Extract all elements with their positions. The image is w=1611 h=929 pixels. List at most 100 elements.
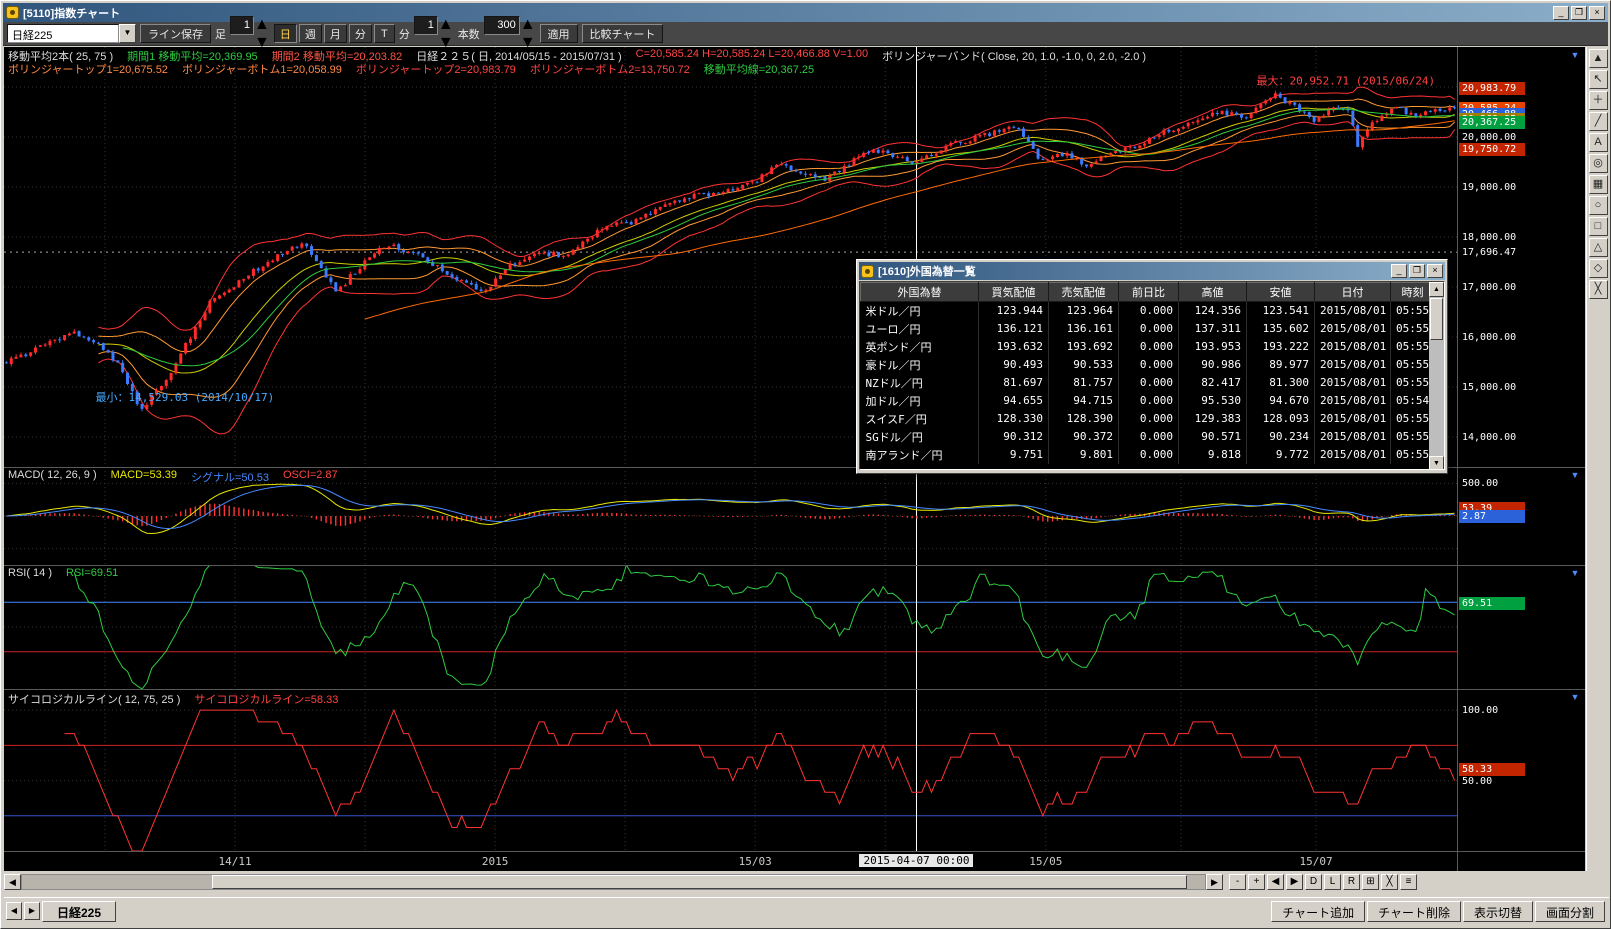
maximize-button[interactable]: ❐: [1571, 6, 1587, 20]
forex-scroll-up-button[interactable]: ▲: [1429, 282, 1444, 297]
forex-row[interactable]: NZドル／円81.69781.7570.00082.41781.3002015/…: [861, 374, 1435, 392]
forex-column-header[interactable]: 安値: [1247, 283, 1315, 302]
toggle-display-button[interactable]: 表示切替: [1463, 901, 1533, 922]
spin-up-icon[interactable]: ▲: [520, 16, 536, 34]
forex-cell: 05:55: [1391, 428, 1435, 446]
svg-text:最小：14,529.03 (2014/10/17): 最小：14,529.03 (2014/10/17): [96, 391, 275, 404]
forex-column-header[interactable]: 時刻: [1391, 283, 1435, 302]
forex-column-header[interactable]: 売気配値: [1049, 283, 1119, 302]
diamond-tool-icon[interactable]: ◇: [1589, 259, 1608, 278]
period-button-月[interactable]: 月: [324, 24, 347, 43]
panel-collapse-button[interactable]: ▼: [1568, 469, 1582, 481]
maximize-button[interactable]: ❐: [1409, 264, 1425, 278]
chart-panel-macd[interactable]: MACD( 12, 26, 9 )MACD=53.39シグナル=50.53OSC…: [4, 467, 1457, 565]
forex-column-header[interactable]: 前日比: [1119, 283, 1179, 302]
circle-tool-icon[interactable]: ○: [1589, 196, 1608, 215]
forex-column-header[interactable]: 買気配値: [979, 283, 1049, 302]
forex-row[interactable]: 英ポンド／円193.632193.6920.000193.953193.2222…: [861, 338, 1435, 356]
close-button[interactable]: ×: [1427, 264, 1443, 278]
grid-icon[interactable]: ▦: [1589, 175, 1608, 194]
panel-divider[interactable]: [4, 689, 1585, 690]
forex-window[interactable]: [1610]外国為替一覧 _❐× 外国為替買気配値売気配値前日比高値安値日付時刻…: [856, 259, 1448, 474]
panel-divider[interactable]: [4, 565, 1585, 566]
tab-prev-button[interactable]: ◀: [6, 902, 22, 920]
close-panel-button[interactable]: ╳: [1381, 874, 1398, 890]
chart-panel-psych[interactable]: サイコロジカルライン( 12, 75, 25 )サイコロジカルライン=58.33: [4, 689, 1457, 851]
scrollbar-thumb[interactable]: [212, 875, 1187, 889]
panel-collapse-button[interactable]: ▼: [1568, 567, 1582, 579]
forex-row[interactable]: 米ドル／円123.944123.9640.000124.356123.54120…: [861, 302, 1435, 320]
forex-scrollbar[interactable]: ▲ ▼: [1429, 282, 1444, 470]
spin-up-icon[interactable]: ▲: [254, 16, 270, 34]
scroll-up-icon[interactable]: ▲: [1589, 49, 1608, 68]
cursor-icon[interactable]: ↖: [1589, 70, 1608, 89]
panel-psych-canvas[interactable]: [4, 689, 1457, 851]
triangle-tool-icon[interactable]: △: [1589, 238, 1608, 257]
mode-d-button[interactable]: D: [1305, 874, 1322, 890]
mode-l-button[interactable]: L: [1324, 874, 1341, 890]
alert-icon[interactable]: ◎: [1589, 154, 1608, 173]
text-tool-icon[interactable]: A: [1589, 133, 1608, 152]
zoom-in-button[interactable]: +: [1248, 874, 1265, 890]
bars-value[interactable]: 300: [484, 16, 520, 35]
zoom-out-button[interactable]: -: [1229, 874, 1246, 890]
delete-chart-button[interactable]: チャート削除: [1367, 901, 1461, 922]
symbol-select[interactable]: 日経225 ▼: [7, 24, 136, 43]
forex-row[interactable]: 豪ドル／円90.49390.5330.00090.98689.9772015/0…: [861, 356, 1435, 374]
forex-scrollbar-thumb[interactable]: [1430, 298, 1443, 340]
spin-up-icon[interactable]: ▲: [438, 16, 454, 34]
period-button-T[interactable]: T: [374, 24, 395, 43]
panel-collapse-button[interactable]: ▼: [1568, 49, 1582, 61]
tab-nikkei225[interactable]: 日経225: [42, 901, 116, 922]
forex-row[interactable]: ユーロ／円136.121136.1610.000137.311135.60220…: [861, 320, 1435, 338]
ashi-value[interactable]: 1: [230, 16, 254, 35]
forex-column-header[interactable]: 日付: [1315, 283, 1391, 302]
forex-pair-name: 加ドル／円: [861, 392, 979, 410]
crosshair-icon[interactable]: ＋: [1589, 91, 1608, 110]
chevron-down-icon[interactable]: ▼: [119, 24, 136, 43]
forex-title-bar[interactable]: [1610]外国為替一覧 _❐×: [859, 262, 1445, 280]
forex-row[interactable]: 加ドル／円94.65594.7150.00095.53094.6702015/0…: [861, 392, 1435, 410]
mode-r-button[interactable]: R: [1343, 874, 1360, 890]
trendline-icon[interactable]: ╱: [1589, 112, 1608, 131]
add-chart-button[interactable]: チャート追加: [1271, 901, 1365, 922]
apply-button[interactable]: 適用: [540, 24, 578, 43]
split-screen-button[interactable]: 画面分割: [1535, 901, 1605, 922]
forex-row[interactable]: SGドル／円90.31290.3720.00090.57190.2342015/…: [861, 428, 1435, 446]
line-save-button[interactable]: ライン保存: [140, 24, 211, 43]
minimize-button[interactable]: _: [1391, 264, 1407, 278]
period-button-分[interactable]: 分: [349, 24, 372, 43]
step-left-button[interactable]: ◀: [1267, 874, 1284, 890]
panel-macd-canvas[interactable]: [4, 467, 1457, 565]
forex-scroll-down-button[interactable]: ▼: [1429, 456, 1444, 470]
symbol-select-value[interactable]: 日経225: [7, 24, 119, 43]
close-button[interactable]: ×: [1589, 6, 1605, 20]
panel-collapse-button[interactable]: ▼: [1568, 691, 1582, 703]
minute-value[interactable]: 1: [414, 16, 438, 35]
expand-button[interactable]: ⊞: [1362, 874, 1379, 890]
menu-button[interactable]: ≡: [1400, 874, 1417, 890]
period-button-日[interactable]: 日: [274, 24, 297, 43]
axis-label: 18,000.00: [1459, 231, 1525, 244]
scroll-left-button[interactable]: ◀: [4, 874, 21, 890]
forex-column-header[interactable]: 外国為替: [861, 283, 979, 302]
compare-chart-button[interactable]: 比較チャート: [582, 24, 664, 43]
tab-next-button[interactable]: ▶: [24, 902, 40, 920]
forex-row[interactable]: 南アランド／円9.7519.8010.0009.8189.7722015/08/…: [861, 446, 1435, 464]
x-axis-label: 15/05: [1029, 855, 1062, 868]
forex-cell: 128.390: [1049, 410, 1119, 428]
eraser-icon[interactable]: ╳: [1589, 280, 1608, 299]
rect-tool-icon[interactable]: □: [1589, 217, 1608, 236]
scroll-right-button[interactable]: ▶: [1206, 874, 1223, 890]
forex-cell: 90.372: [1049, 428, 1119, 446]
scrollbar-track[interactable]: [21, 874, 1206, 890]
forex-cell: 05:55: [1391, 356, 1435, 374]
minimize-button[interactable]: _: [1553, 6, 1569, 20]
period-button-週[interactable]: 週: [299, 24, 322, 43]
panel-rsi-canvas[interactable]: [4, 565, 1457, 689]
forex-cell: 94.715: [1049, 392, 1119, 410]
step-right-button[interactable]: ▶: [1286, 874, 1303, 890]
forex-column-header[interactable]: 高値: [1179, 283, 1247, 302]
forex-row[interactable]: スイスF／円128.330128.3900.000129.383128.0932…: [861, 410, 1435, 428]
chart-panel-rsi[interactable]: RSI( 14 )RSI=69.51: [4, 565, 1457, 689]
